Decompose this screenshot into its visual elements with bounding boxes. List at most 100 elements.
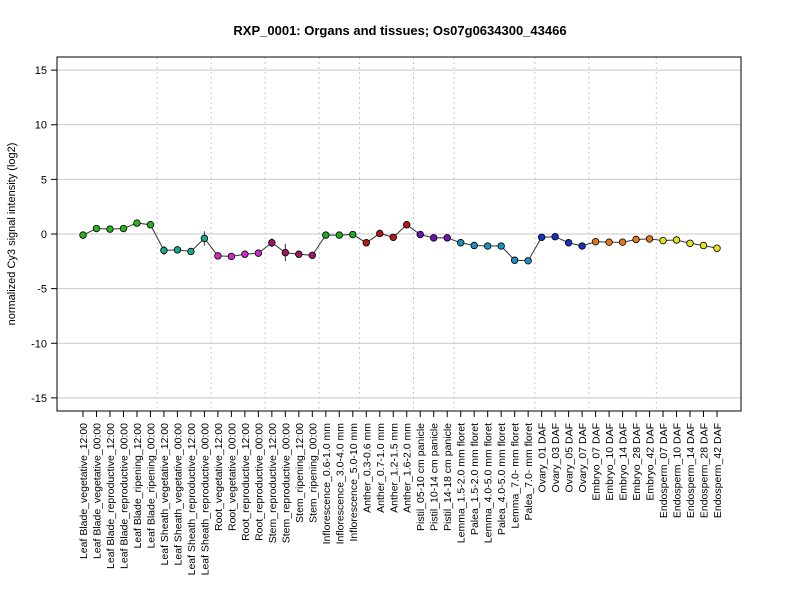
data-point [214, 252, 222, 260]
x-tick-label: Pistil_14-18 cm panicle [442, 423, 454, 531]
data-point [92, 224, 101, 233]
data-point [241, 250, 249, 258]
data-point [308, 251, 317, 260]
x-tick-label: Root_vegetative_00:00 [226, 423, 238, 531]
x-tick-label: Endosperm_42 DAF [712, 423, 724, 518]
data-point [376, 229, 384, 238]
x-tick-label: Pistil_05-10 cm panicle [415, 423, 427, 531]
data-point [200, 234, 209, 243]
y-axis-label: normalized Cy3 signal intensity (log2) [6, 143, 18, 326]
x-tick-label: Anther_1.6-2.0 mm [402, 423, 414, 513]
x-tick-label: Stem_reproductive_12:00 [267, 423, 279, 543]
x-tick-label: Leaf Blade_ripening_12:00 [132, 423, 144, 549]
data-point [645, 235, 654, 243]
y-tick-label: 10 [35, 120, 47, 132]
grid-layer [57, 57, 741, 411]
x-tick-label: Ovary_05 DAF [564, 423, 576, 492]
x-tick-label: Ovary_01 DAF [537, 423, 549, 492]
data-point [483, 242, 492, 250]
data-point [578, 242, 586, 250]
data-point [281, 248, 290, 257]
data-point [524, 257, 532, 265]
data-point [187, 247, 195, 256]
data-point [510, 256, 519, 264]
data-point [133, 219, 141, 227]
data-point [497, 242, 505, 250]
data-point [713, 244, 721, 252]
x-tick-label: Embryo_10 DAF [604, 423, 616, 501]
x-tick-label: Embryo_14 DAF [618, 423, 630, 501]
data-point [227, 252, 236, 261]
x-tick-label: Lemma_4.0-5.0 mm floret [483, 423, 495, 543]
x-tick-label: Pistil_10-14 cm panicle [429, 423, 441, 531]
x-tick-label: Anther_0.7-1.0 mm [375, 423, 387, 513]
x-tick-label: Stem_ripening_12:00 [294, 423, 306, 523]
data-point [457, 239, 465, 247]
x-tick-label: Lemma_7.0- mm floret [510, 423, 522, 529]
x-tick-label: Embryo_28 DAF [631, 423, 643, 501]
y-tick-label: -15 [31, 393, 47, 405]
y-tick-label: -5 [37, 284, 47, 296]
x-tick-label: Endosperm_07 DAF [658, 423, 670, 518]
series-layer [79, 219, 721, 265]
x-tick-label: Inflorescence_0.6-1.0 mm [321, 423, 333, 545]
x-tick-label: Inflorescence_3.0-4.0 mm [334, 423, 346, 545]
x-tick-label: Embryo_42 DAF [645, 423, 657, 501]
x-tick-label: Leaf Blade_vegetative_12:00 [78, 423, 90, 559]
data-point [443, 234, 451, 242]
data-point [79, 231, 87, 239]
data-point [146, 221, 155, 229]
x-tick-label: Anther_1.2-1.5 mm [388, 423, 400, 513]
x-tick-label: Leaf Sheath_reproductive_12:00 [186, 423, 198, 576]
data-point [564, 239, 573, 247]
data-point [322, 231, 330, 239]
x-tick-label: Leaf Blade_reproductive_12:00 [105, 423, 117, 569]
data-point [632, 235, 640, 244]
x-tick-label: Leaf Sheath_reproductive_00:00 [199, 423, 211, 576]
x-tick-label: Palea_7.0- mm floret [523, 423, 535, 521]
y-tick-label: 5 [41, 174, 47, 186]
x-tick-label: Endosperm_10 DAF [672, 423, 684, 518]
y-tick-label: 0 [41, 229, 47, 241]
data-point [605, 238, 613, 246]
data-point [618, 238, 627, 246]
data-point [470, 241, 478, 250]
x-tick-label: Ovary_03 DAF [550, 423, 562, 492]
data-point [160, 246, 168, 255]
data-point [686, 239, 694, 247]
data-point [119, 224, 128, 233]
data-point [362, 239, 370, 247]
x-tick-label: Leaf Blade_ripening_00:00 [145, 423, 157, 549]
x-tick-label: Leaf Blade_vegetative_00:00 [91, 423, 103, 559]
data-point [268, 239, 276, 247]
y-tick-label: -10 [31, 338, 47, 350]
x-tick-label: Inflorescence_5.0-10 mm [348, 423, 360, 542]
x-axis: Leaf Blade_vegetative_12:00 Leaf Blade_ve… [78, 411, 724, 575]
data-point [403, 221, 411, 229]
data-point [416, 230, 424, 239]
data-point [173, 246, 182, 254]
x-tick-label: Root_reproductive_00:00 [253, 423, 265, 541]
y-tick-label: 15 [35, 65, 47, 77]
y-axis: -15 -10 -5 0 5 10 15 [31, 65, 57, 405]
x-tick-label: Palea_4.0-5.0 mm floret [496, 423, 508, 535]
data-point [335, 231, 343, 239]
x-tick-label: Lemma_1.5-2.0 mm floret [456, 423, 468, 543]
x-tick-label: Root_reproductive_12:00 [240, 423, 252, 541]
x-tick-label: Palea_1.5-2.0 mm floret [469, 423, 481, 535]
data-point [106, 225, 114, 233]
x-tick-label: Ovary_07 DAF [577, 423, 589, 492]
x-tick-label: Root_vegetative_12:00 [213, 423, 225, 531]
data-point [659, 236, 667, 245]
data-point [551, 233, 559, 241]
data-point [430, 234, 438, 242]
x-tick-label: Endosperm_14 DAF [685, 423, 697, 518]
data-point [254, 249, 263, 257]
x-tick-label: Leaf Sheath_vegetative_00:00 [172, 423, 184, 566]
data-point [537, 233, 546, 241]
data-point [591, 237, 600, 246]
x-tick-label: Stem_ripening_00:00 [307, 423, 319, 523]
data-point [699, 241, 708, 250]
data-point [672, 236, 681, 244]
